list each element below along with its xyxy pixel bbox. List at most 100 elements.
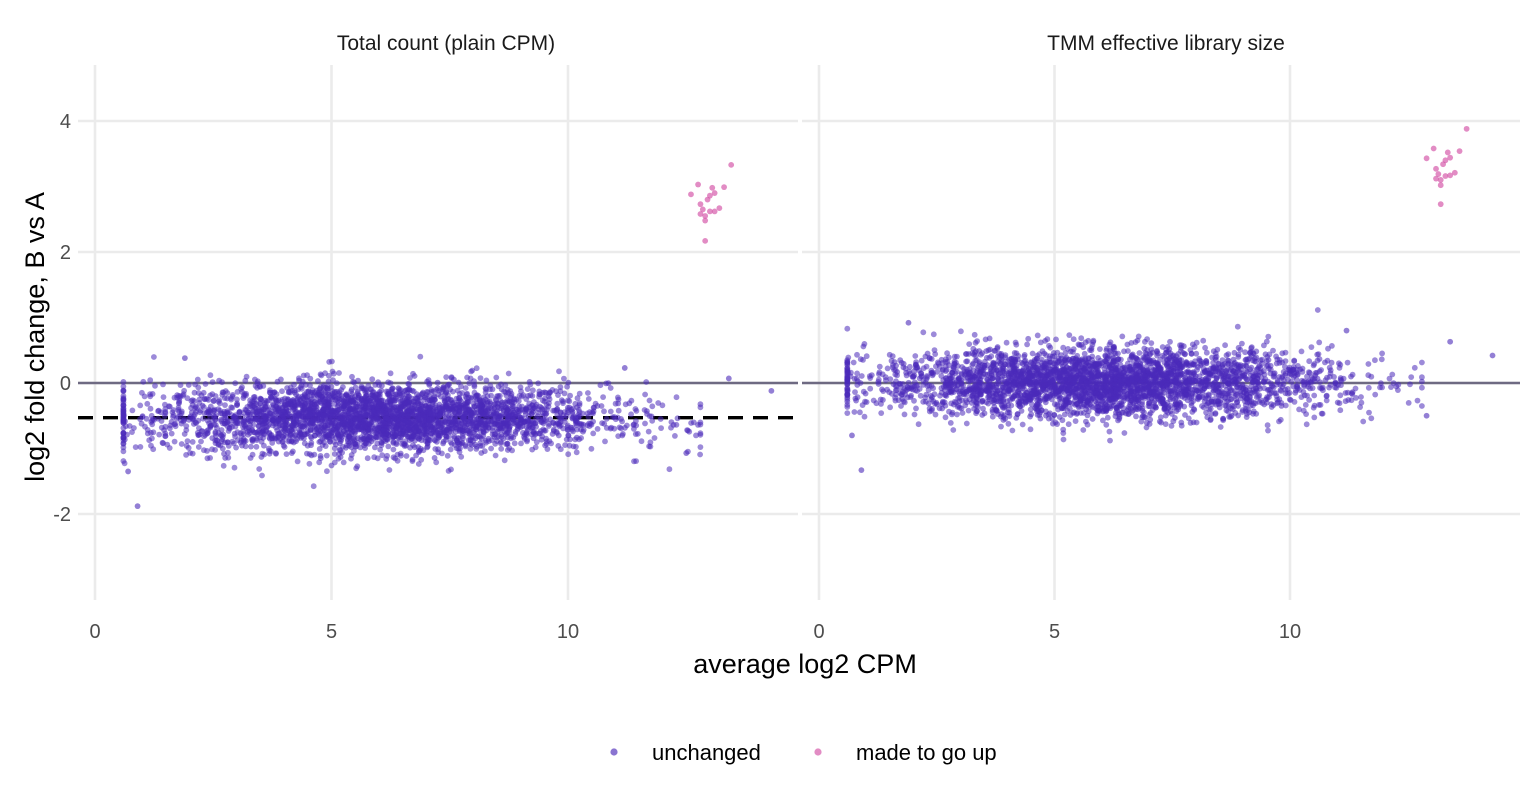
point-unchanged [162, 433, 169, 439]
point-unchanged [405, 380, 412, 387]
point-made-to-go-up [702, 217, 709, 224]
point-unchanged [366, 397, 373, 404]
point-unchanged [468, 395, 475, 402]
point-unchanged [317, 438, 324, 445]
point-unchanged [284, 427, 291, 434]
point-unchanged [476, 396, 483, 403]
point-unchanged [279, 409, 286, 416]
point-unchanged [285, 389, 292, 396]
point-unchanged [575, 414, 582, 421]
point-unchanged [120, 402, 127, 408]
point-unchanged [375, 379, 381, 386]
point-unchanged [417, 421, 423, 427]
point-unchanged [530, 419, 536, 426]
point-unchanged [152, 382, 158, 389]
point-unchanged [170, 407, 177, 413]
point-unchanged [854, 351, 860, 358]
point-unchanged [294, 409, 300, 415]
point-unchanged [566, 398, 573, 405]
point-unchanged [465, 399, 471, 406]
point-unchanged [212, 430, 219, 437]
point-unchanged [125, 468, 132, 475]
point-unchanged [301, 440, 308, 447]
point-unchanged [432, 397, 438, 403]
point-unchanged [146, 437, 153, 444]
point-unchanged [416, 428, 422, 435]
point-unchanged [470, 429, 477, 436]
point-unchanged [198, 438, 204, 445]
point-unchanged [525, 413, 532, 420]
point-unchanged [331, 426, 338, 433]
point-unchanged [337, 454, 344, 460]
point-unchanged [371, 425, 378, 432]
point-unchanged [673, 394, 680, 401]
point-unchanged [120, 393, 127, 399]
point-unchanged [1282, 349, 1289, 356]
point-unchanged [1185, 415, 1192, 422]
point-unchanged [1419, 378, 1425, 385]
point-unchanged [404, 386, 411, 393]
point-unchanged [255, 428, 261, 435]
point-unchanged [121, 460, 128, 467]
point-unchanged [408, 406, 414, 413]
point-unchanged [228, 404, 235, 411]
point-unchanged [353, 443, 360, 450]
point-unchanged [594, 403, 601, 409]
point-unchanged [651, 435, 658, 441]
point-unchanged [420, 389, 426, 396]
point-unchanged [341, 428, 347, 435]
point-unchanged [1344, 359, 1351, 366]
point-unchanged [331, 407, 338, 414]
point-unchanged [260, 425, 267, 432]
point-unchanged [426, 416, 432, 423]
point-unchanged [649, 403, 656, 410]
point-unchanged [401, 424, 407, 431]
point-unchanged [1358, 394, 1364, 400]
point-unchanged [1034, 332, 1041, 339]
point-unchanged [471, 416, 478, 423]
x-tick-labels: 0 5 10 [89, 621, 579, 643]
point-unchanged [537, 403, 543, 410]
point-unchanged [162, 401, 168, 408]
point-unchanged [693, 432, 699, 439]
point-unchanged [685, 427, 691, 434]
point-unchanged [565, 451, 572, 458]
point-unchanged [272, 434, 279, 441]
point-unchanged [301, 391, 308, 398]
point-unchanged [385, 379, 392, 386]
point-unchanged [201, 410, 208, 417]
point-unchanged [688, 420, 694, 426]
point-unchanged [120, 383, 127, 390]
point-unchanged [160, 394, 167, 400]
point-unchanged [449, 419, 456, 426]
point-unchanged [1234, 323, 1241, 330]
point-unchanged [458, 453, 465, 460]
point-unchanged [200, 404, 207, 410]
point-unchanged [540, 397, 546, 404]
point-unchanged [350, 399, 357, 405]
point-unchanged [930, 331, 937, 338]
point-unchanged [306, 460, 313, 467]
point-unchanged [496, 415, 502, 422]
point-unchanged [445, 382, 451, 388]
grid-lines [78, 65, 798, 600]
point-unchanged [655, 400, 662, 406]
point-unchanged [292, 432, 299, 439]
point-unchanged [371, 454, 378, 461]
point-unchanged [306, 406, 313, 413]
point-unchanged [548, 440, 554, 447]
point-unchanged [395, 404, 402, 410]
point-unchanged [229, 424, 235, 430]
point-made-to-go-up [721, 184, 727, 191]
point-unchanged [887, 404, 893, 411]
point-unchanged [327, 438, 333, 445]
point-unchanged [466, 412, 473, 418]
point-unchanged [176, 400, 182, 407]
point-unchanged [481, 411, 488, 417]
point-unchanged [480, 417, 487, 424]
point-unchanged [544, 406, 550, 413]
point-unchanged [451, 376, 457, 383]
point-unchanged [1089, 416, 1096, 422]
point-unchanged [444, 420, 451, 427]
data-points [844, 125, 1496, 474]
